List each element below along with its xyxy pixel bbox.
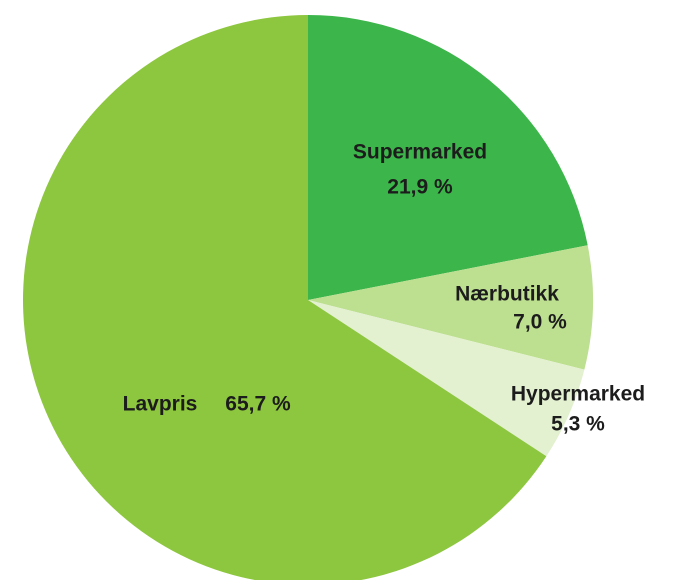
pie-slice xyxy=(308,15,588,300)
pie-slice xyxy=(308,245,594,370)
pie-slice xyxy=(23,15,547,580)
slice-label: Hypermarked xyxy=(511,383,645,406)
value-label: 65,7 % xyxy=(225,393,291,416)
slice-label: Supermarked xyxy=(353,141,487,164)
value-label: 7,0 % xyxy=(513,311,567,334)
slice-label: Lavpris xyxy=(123,393,198,416)
pie-slice xyxy=(308,300,585,457)
value-label: 21,9 % xyxy=(387,176,453,199)
slice-label: Nærbutikk xyxy=(455,283,559,306)
value-label: 5,3 % xyxy=(551,413,605,436)
